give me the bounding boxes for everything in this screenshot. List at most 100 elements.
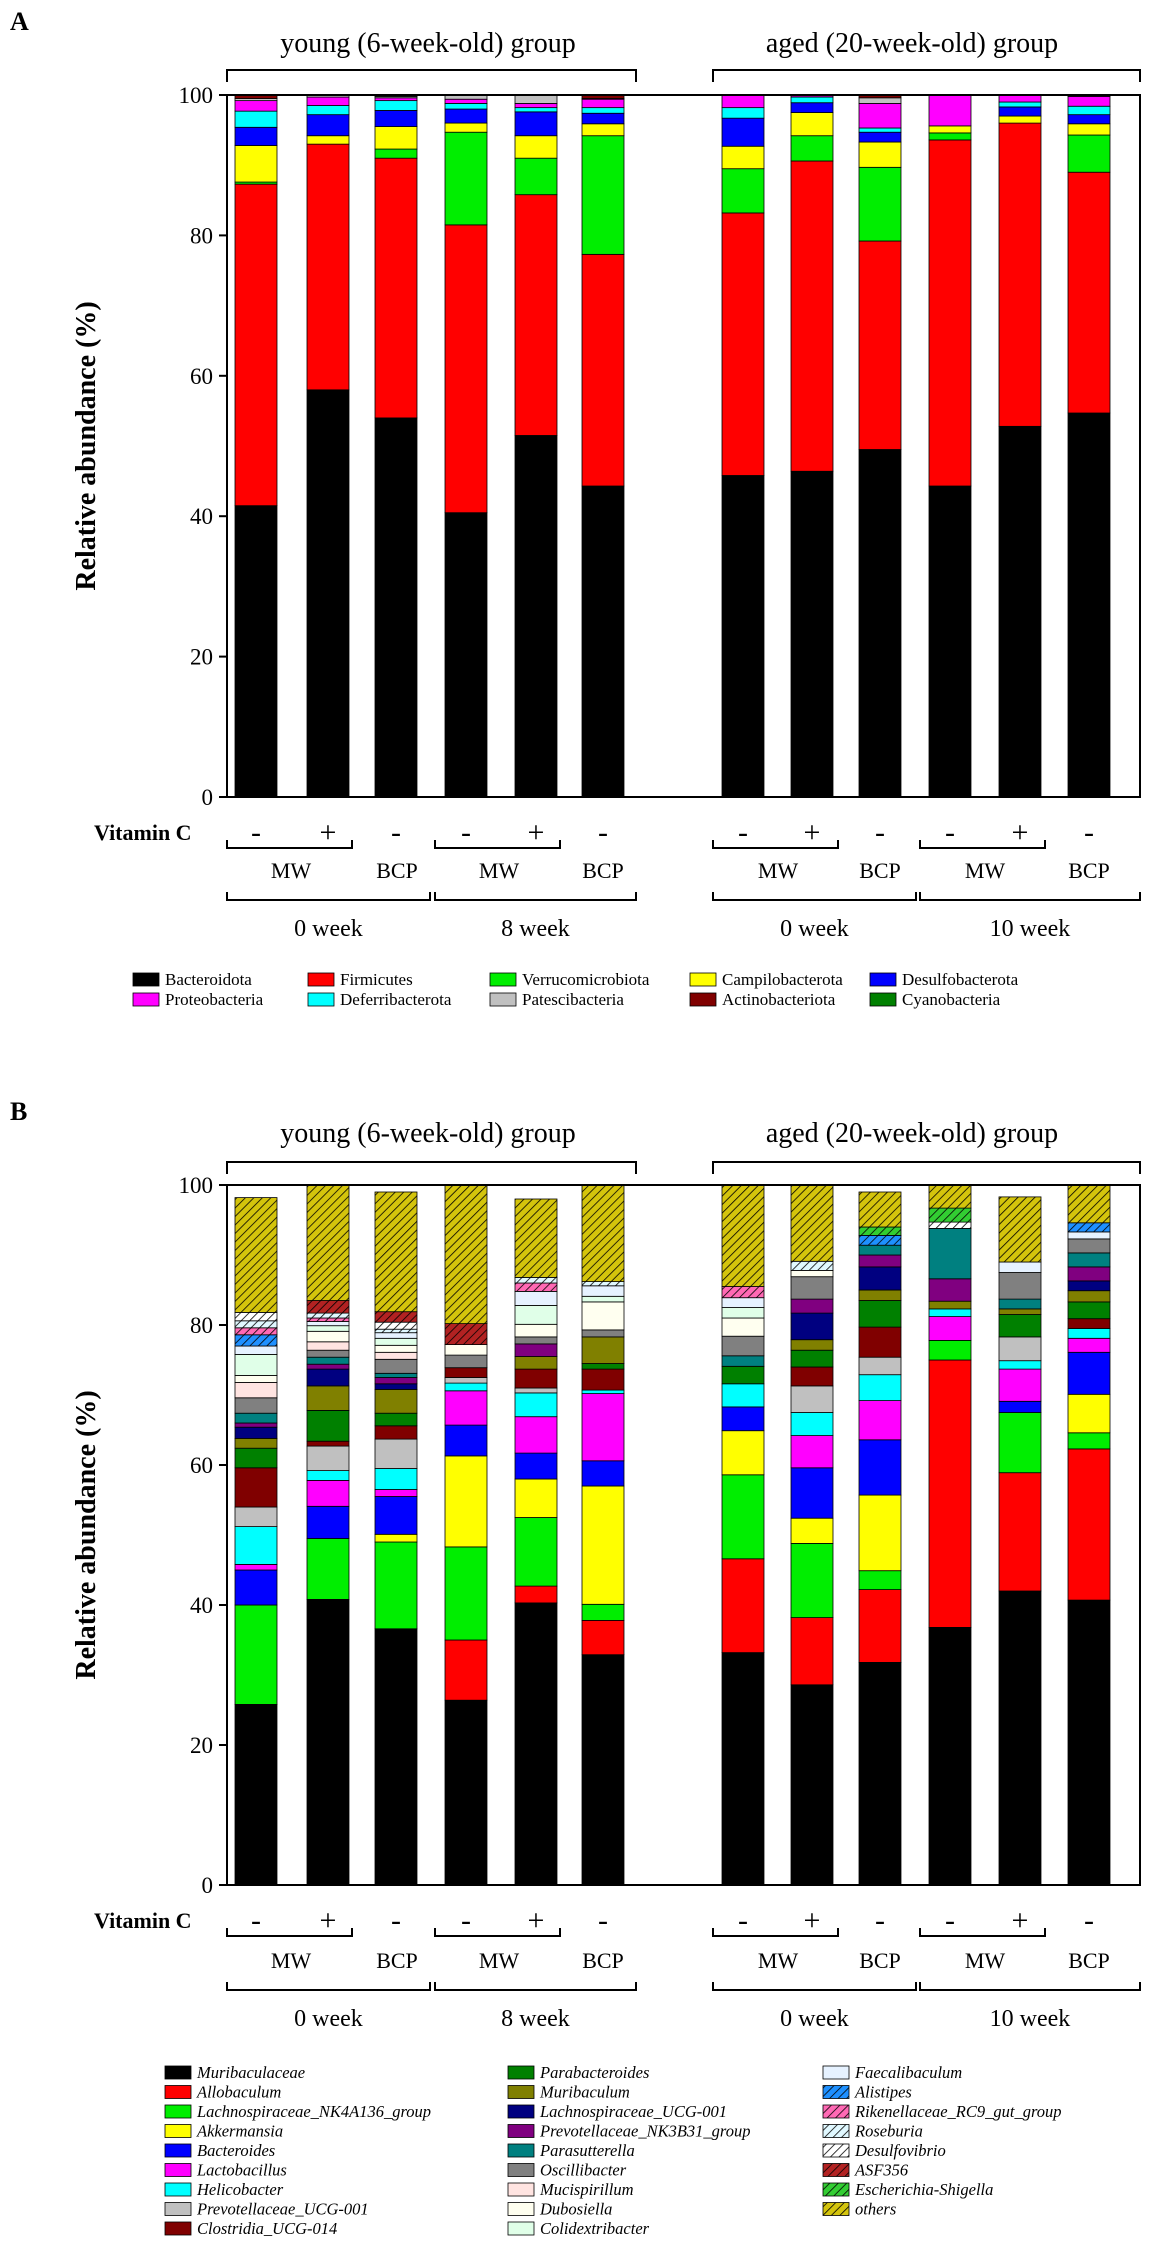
y-axis-label: Relative abundance (%) [71,301,102,590]
bar-segment-helicobacter [998,1360,1042,1370]
bar-segment-colidextribacter [374,1337,418,1346]
treatment-label: MW [965,1948,1006,1973]
stacked-bar [234,1197,278,1886]
bar-segment-muribaculaceae [858,1662,902,1886]
bar-segment-others [581,1184,625,1282]
time-bracket [434,892,637,901]
bar-segment-muribaculum [581,1336,625,1364]
vitamin-c-label: Vitamin C [94,820,192,845]
bar-segment-others [306,1184,350,1301]
legend-label: Bacteroidota [165,970,252,989]
bar-segment-roseburia [234,1320,278,1329]
bar-segment-dubosiella [721,1317,765,1337]
group-title: aged (20-week-old) group [766,1118,1058,1149]
bar-segment-faecalibaculum [234,1345,278,1355]
bar-segment-muribaculum [928,1300,972,1310]
stacked-bar [858,94,902,798]
legend-item: Faecalibaculum [822,2063,962,2082]
bar-segment-clostridia-ucg-014 [581,1368,625,1391]
legend-label: Prevotellaceae_NK3B31_group [539,2122,750,2141]
stacked-bar [306,1184,350,1886]
bar-segment-prevotellaceae-nk3b31-group [374,1377,418,1385]
legend-item: Dubosiella [507,2200,612,2219]
bar-segment-prevotellaceae-ucg-001 [514,1387,558,1394]
treatment-label: BCP [582,1948,624,1973]
legend-label: Parasutterella [539,2141,635,2160]
legend-item: Helicobacter [164,2180,284,2199]
bar-segment-lachnospiraceae-nk4a136-group [998,1412,1042,1474]
legend-swatch [164,2221,192,2236]
legend-swatch [507,2202,535,2216]
time-bracket [226,1982,431,1991]
bar-segment-parabacteroides [998,1314,1042,1338]
time-label: 10 week [990,2006,1071,2032]
legend-swatch [489,972,517,987]
mw-bracket [712,1928,839,1937]
bar-segment-muribaculum [858,1289,902,1301]
group-title: aged (20-week-old) group [766,28,1058,59]
bar-segment-rikenellaceae-rc9-gut-group [514,1282,558,1292]
legend-item: Bacteroides [164,2141,275,2160]
bar-segment-desulfobacterota [858,131,902,143]
stacked-bar [581,1184,625,1886]
legend-item: Colidextribacter [507,2219,650,2238]
stacked-bar [374,94,418,798]
bar-segment-verrucomicrobiota [1067,134,1111,173]
bar-segment-colidextribacter [234,1354,278,1376]
bar-segment-parabacteroides [858,1300,902,1328]
bar-segment-bacteroidota [790,470,834,798]
bar-segment-parasutterella [1067,1252,1111,1268]
bar-segment-bacteroidota [306,389,350,798]
bar-segment-prevotellaceae-ucg-001 [858,1356,902,1376]
bar-segment-roseburia [306,1312,350,1319]
bar-segment-deferribacterota [306,105,350,116]
bar-segment-lactobacillus [306,1480,350,1507]
bar-segment-akkermansia [1067,1393,1111,1434]
vitamin-sign: + [528,1904,545,1937]
bar-segment-akkermansia [514,1478,558,1518]
y-tick-label: 60 [190,1453,213,1478]
time-label: 8 week [501,2006,570,2032]
bar-segment-muribaculum [998,1308,1042,1315]
legend-label: Parabacteroides [539,2063,649,2082]
bar-segment-lactobacillus [1067,1337,1111,1353]
bar-segment-verrucomicrobiota [928,132,972,141]
bar-segment-parabacteroides [790,1349,834,1368]
bar-segment-firmicutes [928,139,972,487]
bar-segment-mucispirillum [306,1341,350,1351]
legend-label: Rikenellaceae_RC9_gut_group [854,2102,1062,2121]
bar-segment-alistipes [1067,1222,1111,1233]
bar-segment-muribaculaceae [721,1652,765,1886]
y-tick-label: 40 [190,504,213,529]
legend-swatch [132,992,160,1007]
bar-segment-roseburia [374,1328,418,1334]
legend-item: Mucispirillum [507,2180,634,2199]
legend-swatch [507,2085,535,2099]
bar-segment-akkermansia [721,1430,765,1476]
legend-item: Clostridia_UCG-014 [164,2219,337,2238]
bar-segment-bacteroides [374,1496,418,1535]
vitamin-sign: - [1084,816,1094,849]
bar-segment-oscillibacter [514,1336,558,1345]
bar-segment-escherichia-shigella [928,1207,972,1223]
bar-segment-desulfobacterota [514,111,558,137]
bar-segment-parasutterella [928,1228,972,1280]
bar-segment-clostridia-ucg-014 [444,1367,488,1378]
legend-label: Muribaculaceae [196,2063,305,2082]
bar-segment-campilobacterota [858,141,902,168]
time-label: 8 week [501,916,570,942]
bar-segment-oscillibacter [444,1354,488,1369]
legend-item: Proteobacteria [132,990,264,1009]
bar-segment-verrucomicrobiota [858,166,902,242]
mw-bracket [434,1928,561,1937]
time-label: 0 week [780,916,849,942]
bar-segment-bacteroides [790,1467,834,1519]
bar-segment-bacteroides [444,1424,488,1457]
vitamin-sign: - [598,1904,608,1937]
bar-segment-campilobacterota [1067,123,1111,136]
bar-segment-colidextribacter [721,1307,765,1319]
bar-segment-parabacteroides [581,1363,625,1370]
legend-swatch [822,2104,850,2119]
bar-segment-lactobacillus [928,1316,972,1341]
bar-segment-prevotellaceae-ucg-001 [234,1506,278,1528]
